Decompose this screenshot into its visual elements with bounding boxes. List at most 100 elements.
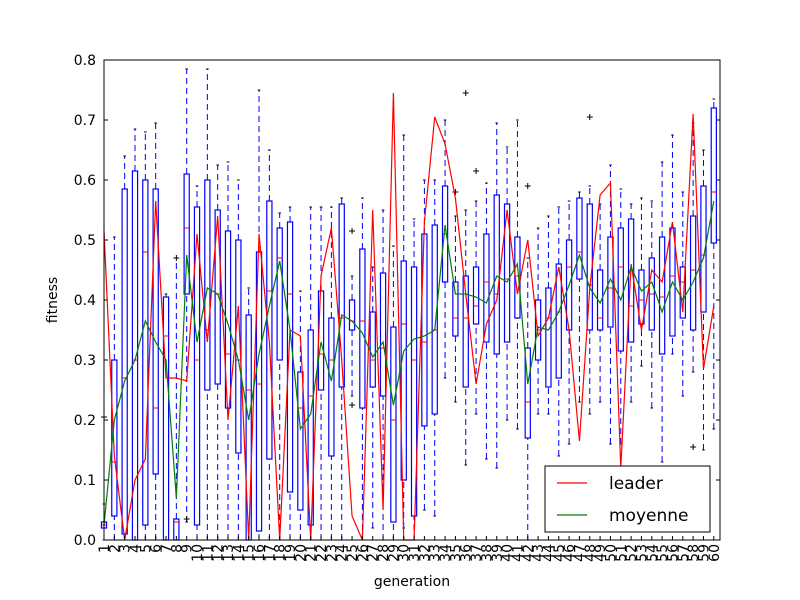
- box: [524, 347, 531, 439]
- box: [204, 179, 211, 391]
- x-tick-label: 41: [510, 544, 526, 562]
- x-tick-label: 46: [562, 544, 578, 562]
- x-tick-label: 5: [138, 544, 154, 553]
- box: [617, 227, 624, 352]
- x-tick-label: 13: [221, 544, 237, 562]
- series-line: [103, 200, 715, 526]
- x-tick-label: 58: [686, 544, 702, 562]
- y-tick-label: 0.3: [74, 353, 96, 369]
- box: [328, 317, 335, 457]
- x-tick-label: 2: [107, 544, 123, 553]
- box: [607, 236, 614, 328]
- x-tick-label: 51: [614, 544, 630, 562]
- x-tick-label: 40: [500, 544, 516, 562]
- outlier: [452, 189, 459, 195]
- x-tick-label: 8: [169, 544, 185, 553]
- legend-box: [544, 465, 711, 533]
- y-tick-label: 0.6: [74, 173, 96, 189]
- box: [255, 251, 263, 532]
- x-tick-label: 26: [355, 544, 371, 562]
- x-tick-label: 54: [645, 544, 661, 562]
- x-tick-label: 10: [190, 544, 206, 562]
- y-tick-label: 0.8: [74, 53, 96, 69]
- x-tick-label: 38: [479, 544, 495, 562]
- outlier: [349, 228, 356, 234]
- x-tick-label: 9: [180, 544, 196, 553]
- x-tick-label: 16: [252, 544, 268, 562]
- box: [266, 200, 273, 460]
- box: [700, 185, 707, 313]
- outlier: [173, 255, 180, 261]
- y-tick-label: 0.5: [74, 233, 96, 249]
- box: [121, 188, 128, 535]
- x-tick-label: 30: [397, 544, 413, 562]
- box: [400, 260, 407, 481]
- box: [689, 215, 697, 331]
- x-tick-label: 42: [521, 544, 537, 562]
- box: [710, 107, 717, 244]
- x-tick-label: 59: [696, 544, 712, 562]
- y-tick-label: 0.0: [74, 533, 96, 549]
- x-tick-label: 39: [490, 544, 506, 562]
- box: [214, 209, 221, 385]
- box: [658, 236, 666, 355]
- x-tick-label: 31: [407, 544, 423, 562]
- outlier: [690, 444, 697, 450]
- x-tick-label: 37: [469, 544, 485, 562]
- x-tick-label: 56: [665, 544, 681, 562]
- x-tick-label: 48: [583, 544, 599, 562]
- x-tick-label: 27: [366, 544, 382, 562]
- box: [462, 275, 469, 388]
- x-tick-label: 19: [283, 544, 299, 562]
- x-tick-label: 44: [541, 544, 557, 562]
- x-tick-label: 14: [231, 544, 247, 562]
- x-tick-label: 1: [97, 544, 113, 553]
- outlier: [473, 168, 480, 174]
- box: [452, 281, 459, 337]
- outlier: [349, 402, 356, 408]
- box: [390, 326, 397, 523]
- x-tick-label: 4: [128, 544, 144, 553]
- x-tick-label: 7: [159, 544, 175, 553]
- plot-area: 0.00.10.20.30.40.50.60.70.81234567891011…: [74, 53, 723, 562]
- x-tick-label: 25: [345, 544, 361, 562]
- box: [545, 287, 552, 388]
- x-tick-label: 55: [655, 544, 671, 562]
- x-tick-label: 11: [200, 544, 216, 562]
- x-tick-label: 60: [707, 544, 723, 562]
- y-tick-label: 0.4: [74, 293, 96, 309]
- box: [193, 206, 201, 526]
- y-axis-label: fitness: [45, 277, 61, 323]
- box: [348, 299, 356, 331]
- box: [152, 188, 159, 475]
- x-tick-label: 20: [293, 544, 309, 562]
- box: [142, 179, 149, 526]
- legend-label: leader: [609, 474, 663, 494]
- x-tick-label: 45: [552, 544, 568, 562]
- outlier: [524, 183, 531, 189]
- x-tick-label: 34: [438, 544, 454, 562]
- box: [224, 230, 232, 409]
- box: [183, 173, 190, 295]
- outlier: [586, 114, 593, 120]
- x-tick-label: 12: [211, 544, 227, 562]
- legend-label: moyenne: [609, 506, 689, 526]
- x-tick-label: 21: [304, 544, 320, 562]
- box: [379, 272, 387, 397]
- x-tick-label: 36: [459, 544, 475, 562]
- x-tick-label: 18: [273, 544, 289, 562]
- x-tick-label: 35: [448, 544, 464, 562]
- outlier: [183, 516, 190, 522]
- box: [235, 239, 242, 454]
- x-tick-label: 28: [376, 544, 392, 562]
- box: [483, 233, 490, 343]
- box: [503, 203, 511, 343]
- x-tick-label: 3: [118, 544, 134, 553]
- box: [669, 227, 676, 337]
- x-tick-label: 15: [242, 544, 258, 562]
- x-tick-label: 57: [676, 544, 692, 562]
- box: [359, 248, 366, 409]
- box: [111, 359, 118, 517]
- x-tick-label: 6: [149, 544, 165, 553]
